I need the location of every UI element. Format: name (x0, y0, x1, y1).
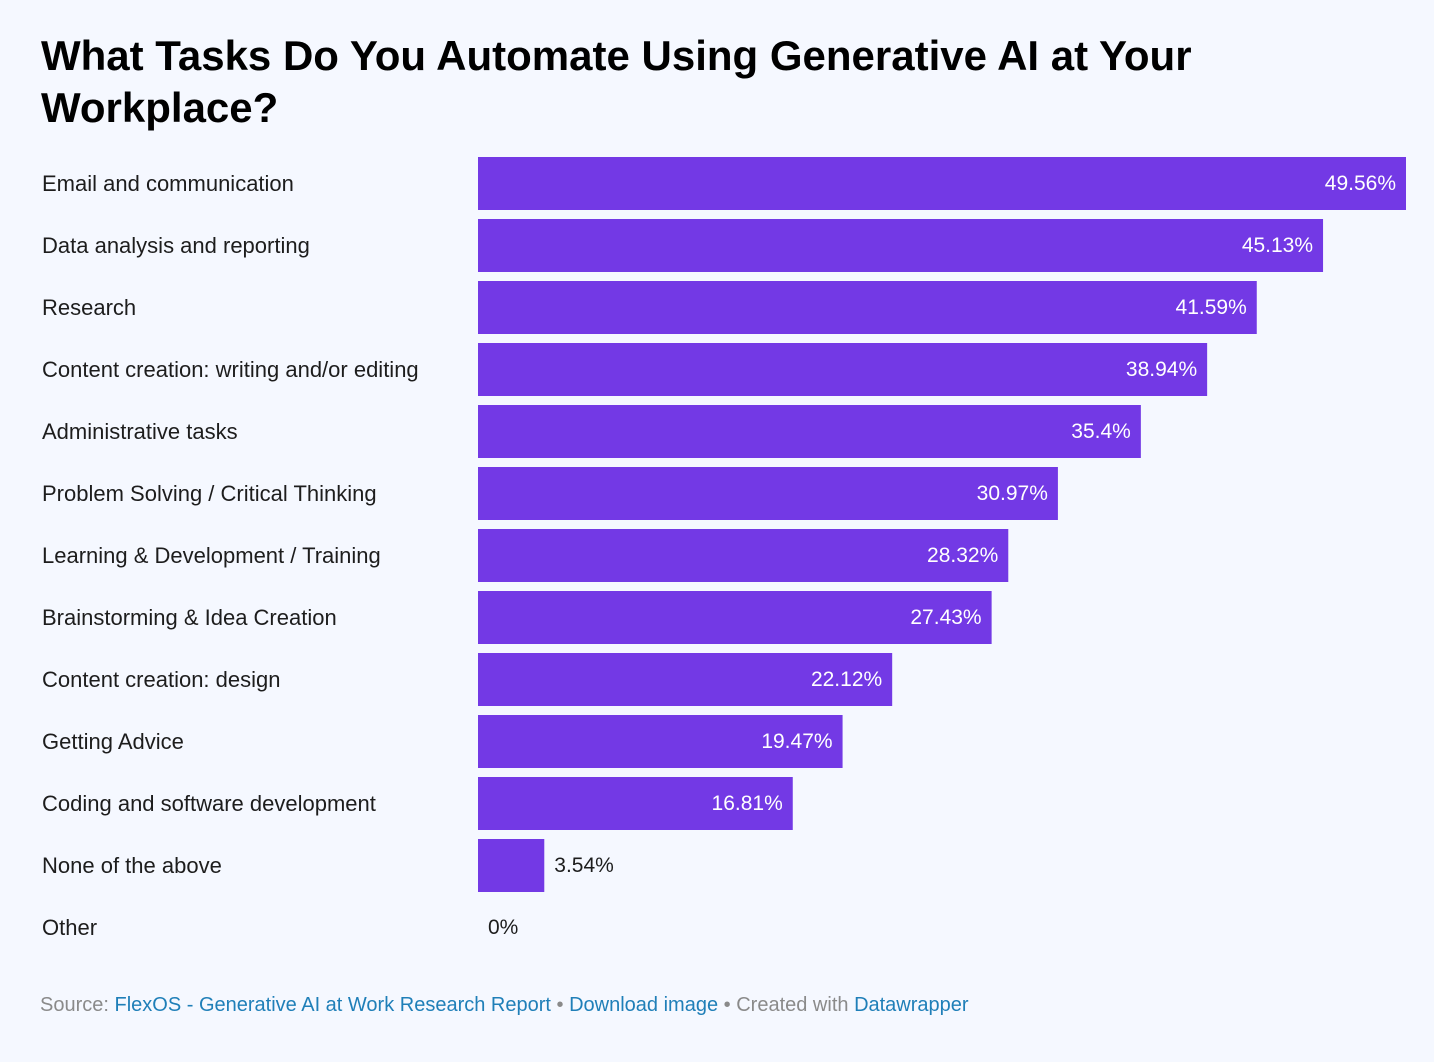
bar (478, 653, 893, 706)
category-label: None of the above (42, 853, 222, 878)
category-label: Problem Solving / Critical Thinking (42, 481, 377, 506)
bar (478, 715, 843, 768)
category-label: Data analysis and reporting (42, 233, 310, 258)
category-label: Other (42, 915, 97, 940)
bar (478, 777, 793, 830)
value-label: 19.47% (761, 730, 832, 753)
bar (478, 591, 992, 644)
value-label: 49.56% (1325, 172, 1396, 195)
category-label: Email and communication (42, 171, 294, 196)
value-label: 30.97% (977, 482, 1048, 505)
bar (478, 839, 545, 892)
value-label: 45.13% (1242, 234, 1313, 257)
value-label: 16.81% (712, 792, 783, 815)
download-image-link[interactable]: Download image (569, 994, 719, 1016)
category-label: Content creation: design (42, 667, 281, 692)
value-label: 27.43% (910, 606, 981, 629)
chart-footer: Source: FlexOS - Generative AI at Work R… (40, 994, 969, 1017)
bar (478, 219, 1324, 272)
category-label: Content creation: writing and/or editing (42, 357, 419, 382)
bar (478, 281, 1257, 334)
category-label: Learning & Development / Training (42, 543, 381, 568)
bar (478, 529, 1009, 582)
value-label: 35.4% (1071, 420, 1131, 443)
value-label: 22.12% (811, 668, 882, 691)
bar (478, 405, 1141, 458)
chart-title: What Tasks Do You Automate Using Generat… (41, 32, 1192, 131)
value-label: 41.59% (1176, 296, 1247, 319)
bar (478, 343, 1208, 396)
value-label: 3.54% (554, 854, 614, 877)
source-link[interactable]: FlexOS - Generative AI at Work Research … (114, 994, 551, 1016)
datawrapper-link[interactable]: Datawrapper (854, 994, 969, 1016)
category-label: Getting Advice (42, 729, 184, 754)
created-with-text: Created with (736, 994, 855, 1016)
value-label: 28.32% (927, 544, 998, 567)
footer-separator: • (556, 994, 564, 1016)
category-label: Research (42, 295, 136, 320)
bar (478, 467, 1058, 520)
footer-separator: • (723, 994, 731, 1016)
value-label: 0% (488, 916, 518, 939)
category-label: Coding and software development (42, 791, 376, 816)
bar (478, 157, 1406, 210)
source-prefix: Source: (40, 994, 115, 1016)
value-label: 38.94% (1126, 358, 1197, 381)
category-label: Brainstorming & Idea Creation (42, 605, 337, 630)
category-label: Administrative tasks (42, 419, 238, 444)
